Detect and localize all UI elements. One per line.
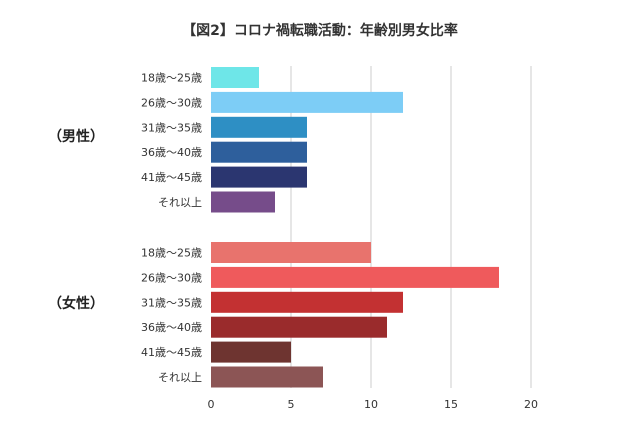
category-label: 26歳〜30歳 xyxy=(141,96,202,109)
x-tick-label: 5 xyxy=(288,398,295,411)
bar-0-3 xyxy=(211,141,307,163)
category-label: 36歳〜40歳 xyxy=(141,146,202,159)
bar-1-4 xyxy=(211,341,291,363)
x-tick-label: 20 xyxy=(524,398,538,411)
x-tick-label: 0 xyxy=(208,398,215,411)
group-label-female: （女性） xyxy=(48,296,104,312)
group-label-male: （男性） xyxy=(48,129,104,145)
bar-0-0 xyxy=(211,67,259,88)
bar-1-2 xyxy=(211,291,403,313)
bar-0-2 xyxy=(211,116,307,138)
chart-title: 【図2】コロナ禍転職活動：年齢別男女比率 xyxy=(182,23,458,39)
bar-1-0 xyxy=(211,242,371,263)
category-label: 31歳〜35歳 xyxy=(141,121,202,134)
category-label: 41歳〜45歳 xyxy=(141,171,202,184)
category-label: 26歳〜30歳 xyxy=(141,271,202,284)
category-label: 41歳〜45歳 xyxy=(141,346,202,359)
category-label: それ以上 xyxy=(158,371,202,384)
bar-0-4 xyxy=(211,166,307,188)
category-label: 31歳〜35歳 xyxy=(141,296,202,309)
category-label: 18歳〜25歳 xyxy=(141,247,202,260)
bar-1-5 xyxy=(211,366,323,388)
bar-1-3 xyxy=(211,316,387,338)
category-label: それ以上 xyxy=(158,196,202,209)
bar-0-5 xyxy=(211,191,275,213)
category-label: 18歳〜25歳 xyxy=(141,72,202,85)
x-tick-label: 10 xyxy=(364,398,378,411)
x-tick-label: 15 xyxy=(444,398,458,411)
category-label: 36歳〜40歳 xyxy=(141,321,202,334)
bar-0-1 xyxy=(211,91,403,113)
bar-1-1 xyxy=(211,266,499,288)
